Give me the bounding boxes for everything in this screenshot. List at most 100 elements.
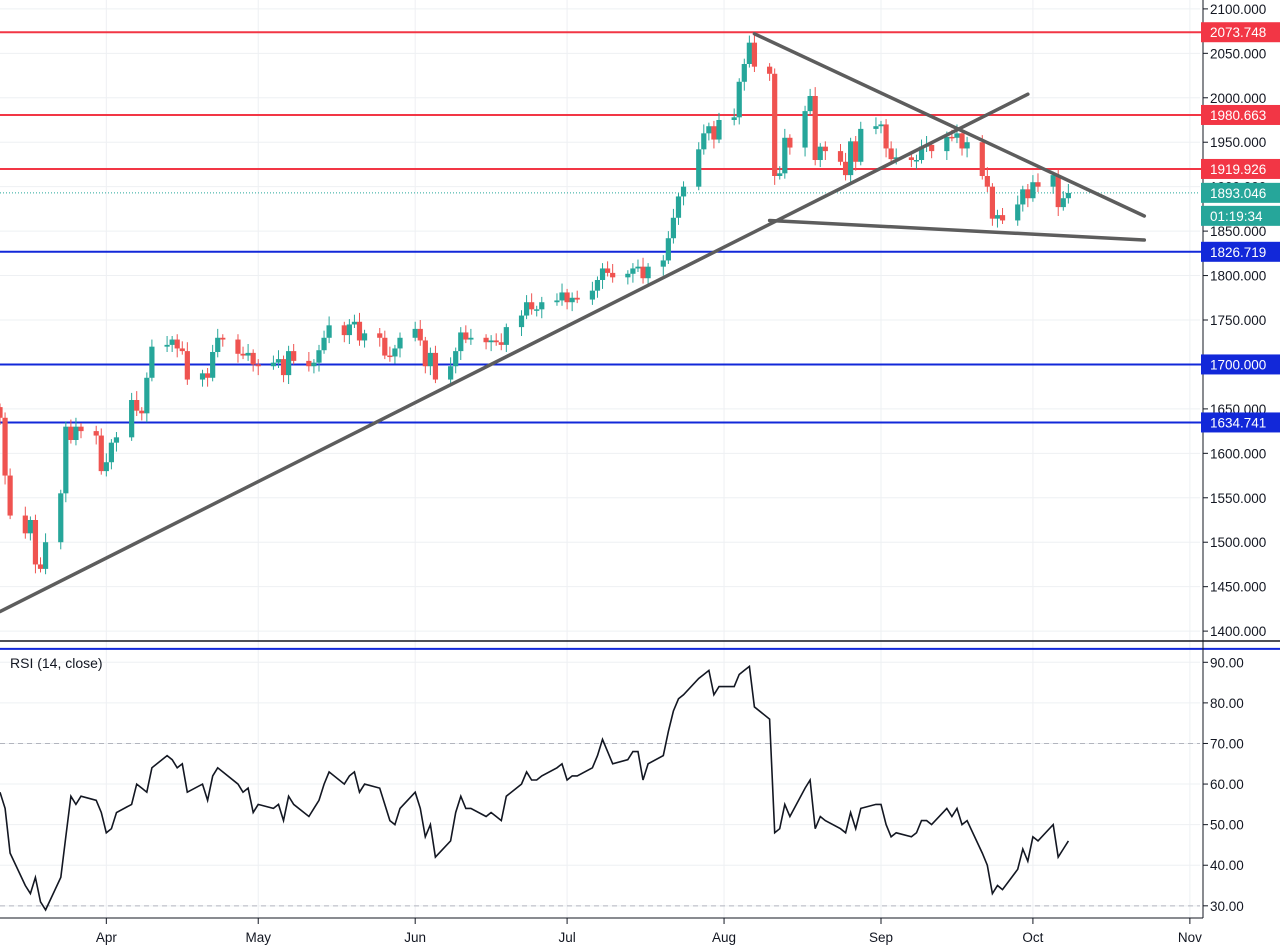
candle-body [802,111,808,148]
candle-body [397,337,403,349]
candle-body [817,146,823,160]
candle-body [736,81,742,118]
candle-body [610,272,616,278]
level-label-bg [1201,412,1280,433]
candle-body [670,217,677,239]
candle-body [174,339,180,349]
candle-body [787,137,793,148]
candle-body [645,266,651,279]
candle-body [240,353,246,356]
candle-body [888,148,894,160]
candle-body [215,337,221,352]
grid [0,0,1200,918]
candle-body [387,355,393,358]
candle-body [1030,182,1036,199]
candle-body [7,475,13,516]
level-label-bg [1201,158,1280,179]
x-tick-label: Oct [1022,930,1043,945]
candle-body [822,146,828,152]
candle-body [989,186,996,219]
x-tick-label: Apr [96,930,118,945]
candle-body [286,351,292,376]
candle-body [604,268,611,273]
candle-body [306,360,312,367]
level-label-bg [1201,354,1280,375]
candle-body [498,342,504,345]
candle-body [599,268,606,280]
candle-body [377,333,383,338]
candle-body [1020,189,1026,205]
y-tick-label: 2000.000 [1210,91,1266,106]
candle-body [569,297,575,303]
candle-body [149,346,155,378]
candle-body [103,462,109,472]
candle-body [1035,182,1041,187]
current-price-label-bg [1201,182,1280,203]
candle-body [1025,189,1031,199]
candle-body [675,196,682,218]
rsi-tick-label: 40.00 [1210,858,1244,873]
y-tick-label: 1750.000 [1210,313,1266,328]
candle-body [908,157,914,160]
candle-body [448,366,454,380]
candle-body [594,280,601,291]
candle-body [184,351,190,380]
rsi-tick-label: 60.00 [1210,777,1244,792]
x-tick-label: May [245,930,271,945]
candle-body [42,542,49,569]
candle-body [346,324,352,336]
candle-body [321,337,327,351]
candle-body [2,417,8,476]
candle-body [853,141,859,162]
y-tick-label: 1600.000 [1210,446,1266,461]
candle-body [169,339,175,345]
candle-body [680,186,687,197]
candle-body [696,149,702,187]
y-tick-label: 1950.000 [1210,135,1266,150]
countdown-label: 01:19:34 [1210,209,1263,224]
candle-body [204,373,211,378]
candle-body [741,64,747,82]
price-labels: 2073.748 1980.663 1919.926 1826.719 1700.000… [1201,22,1280,433]
candle-body [731,117,737,120]
candle-body [848,141,854,176]
candle-body [392,348,398,357]
candle-body [665,238,671,261]
candle-body [270,362,277,367]
candle-body [144,377,150,414]
candle-body [199,373,206,380]
candle-body [129,400,135,438]
level-label: 2073.748 [1210,25,1266,40]
candle-body [58,493,64,543]
candle-body [316,350,322,363]
candle-body [635,266,641,269]
candle-body [701,133,707,150]
candle-body [559,292,565,301]
candle-body [554,300,560,303]
y-tick-label: 1400.000 [1210,624,1266,639]
candle-body [959,133,965,149]
trend-line [752,32,1147,218]
candle-body [68,426,74,440]
rsi-title: RSI (14, close) [10,655,103,671]
candle-body [984,176,990,187]
y-tick-label: 2050.000 [1210,46,1266,61]
y-tick-label: 1500.000 [1210,535,1266,550]
candle-body [291,351,297,361]
level-label: 1634.741 [1210,415,1266,430]
candle-body [625,273,631,278]
candlesticks [0,33,1071,575]
candle-body [22,515,28,534]
candle-body [716,120,722,140]
candle-body [529,302,535,310]
trend-lines[interactable] [0,32,1147,614]
candle-body [108,442,114,463]
candle-body [326,325,332,338]
x-tick-label: Jul [558,930,575,945]
candle-body [873,126,879,129]
rsi-pane: RSI (14, close) [0,655,1200,912]
candle-body [139,410,145,414]
candle-body [767,66,773,74]
